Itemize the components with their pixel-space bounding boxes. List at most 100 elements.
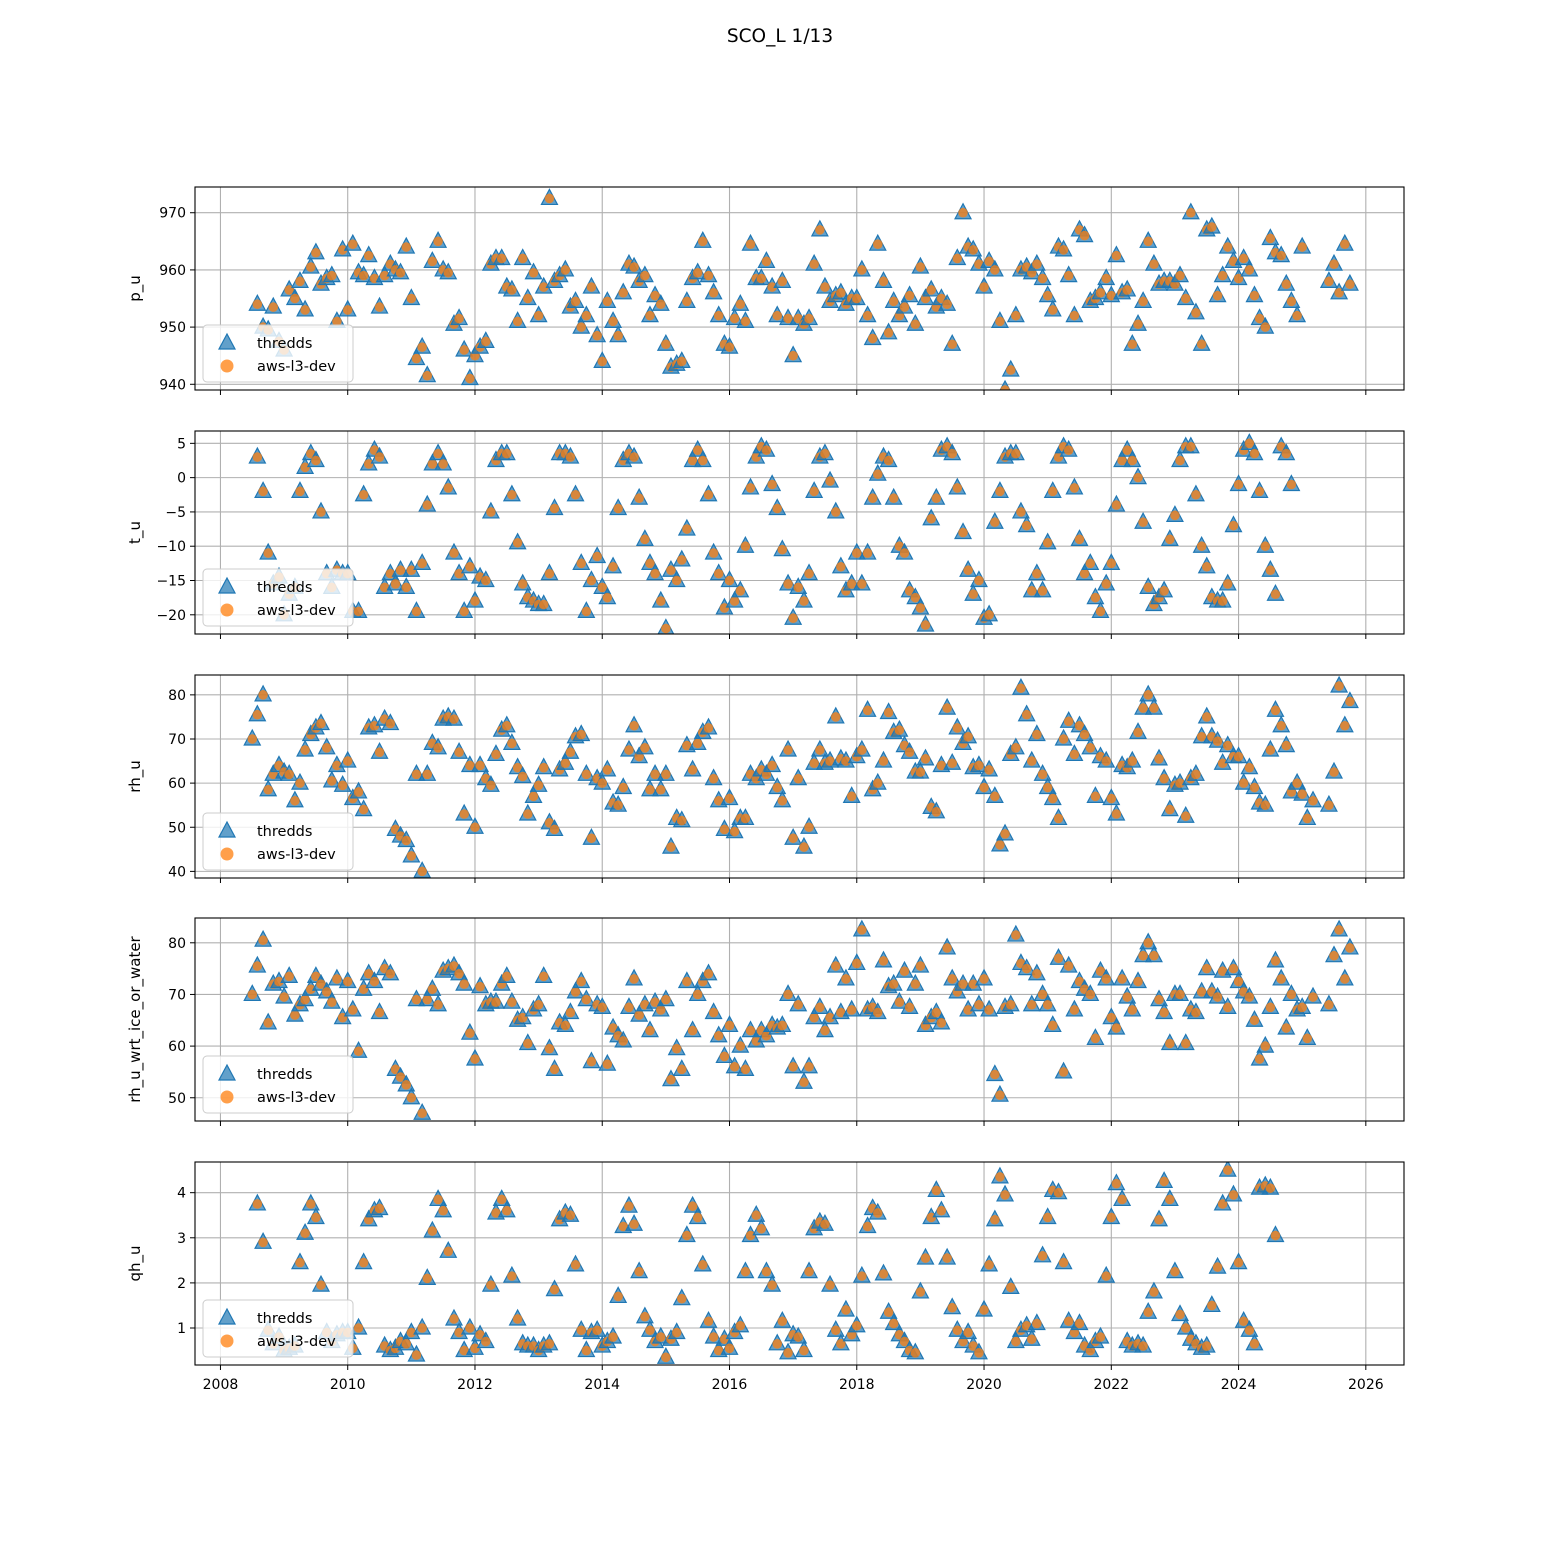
x-tick-label: 2014 [584, 1377, 620, 1393]
aws-l3-dev-point [268, 302, 279, 312]
aws-l3-dev-point [454, 313, 464, 324]
aws-l3-dev-point [1329, 767, 1339, 777]
aws-l3-dev-point [751, 1210, 762, 1221]
aws-l3-dev-point [465, 373, 475, 384]
aws-l3-dev-point [624, 1002, 634, 1013]
axes-frame [194, 430, 1405, 635]
aws-l3-dev-point [1127, 1005, 1138, 1015]
aws-l3-dev-point [756, 1223, 767, 1234]
aws-l3-dev-point [751, 1036, 762, 1046]
aws-l3-dev-point [1196, 339, 1207, 350]
aws-l3-dev-point [719, 1051, 730, 1062]
aws-l3-dev-point [708, 1007, 719, 1018]
aws-l3-dev-point [1122, 445, 1133, 456]
aws-l3-dev-point [629, 1219, 639, 1230]
aws-l3-dev-point [1233, 751, 1244, 762]
aws-l3-dev-point [1334, 681, 1344, 691]
x-tick-label: 2012 [457, 1377, 493, 1393]
aws-l3-dev-point [735, 1041, 746, 1051]
aws-l3-dev-point [1324, 800, 1334, 810]
aws-l3-dev-point [1212, 1262, 1223, 1272]
aws-l3-dev-point [263, 548, 273, 558]
markers [243, 675, 1359, 878]
aws-l3-dev-point [1074, 976, 1085, 987]
y-tick-label: 5 [177, 436, 186, 452]
aws-l3-dev-point [1143, 690, 1154, 700]
aws-l3-dev-point [1292, 0, 1302, 5]
aws-l3-dev-point [1324, 276, 1334, 287]
aws-l3-dev-point [724, 1020, 735, 1031]
aws-l3-dev-point [1345, 943, 1355, 953]
aws-l3-dev-point [836, 561, 846, 572]
aws-l3-dev-point [427, 256, 438, 267]
aws-l3-dev-point [936, 1018, 947, 1028]
aws-l3-dev-point [1154, 994, 1164, 1005]
aws-l3-dev-point [1063, 445, 1074, 456]
aws-l3-dev-point [815, 745, 825, 755]
aws-l3-dev-point [841, 974, 851, 984]
aws-l3-dev-point [990, 265, 1000, 275]
aws-l3-dev-point [1265, 1183, 1276, 1193]
legend-aws-l3-dev-label: aws-l3-dev [257, 1334, 336, 1350]
aws-l3-dev-point [1085, 1345, 1096, 1356]
aws-l3-dev-point [1249, 782, 1260, 793]
aws-l3-dev-point [332, 316, 342, 327]
aws-l3-dev-point [411, 994, 422, 1005]
aws-l3-dev-point [1249, 448, 1260, 459]
aws-l3-dev-point [1127, 455, 1138, 466]
aws-l3-dev-point [1228, 1190, 1239, 1200]
aws-l3-dev-point [1111, 250, 1122, 261]
aws-l3-dev-point [958, 1336, 968, 1347]
aws-l3-dev-point [401, 835, 412, 846]
aws-l3-dev-point [480, 575, 491, 586]
aws-l3-dev-point [1175, 455, 1185, 466]
aws-l3-dev-point [1260, 322, 1271, 332]
legend-aws-l3-dev-marker [220, 1090, 234, 1104]
aws-l3-dev-point [942, 703, 952, 713]
aws-l3-dev-point [952, 483, 963, 493]
legend-thredds-marker [218, 1307, 236, 1325]
aws-l3-dev-point [300, 745, 310, 755]
y-tick-label: 0 [177, 471, 186, 487]
aws-l3-dev-point [984, 1260, 994, 1270]
aws-l3-dev-point [306, 262, 316, 272]
aws-l3-dev-point [306, 1199, 316, 1209]
aws-l3-dev-point [1159, 1176, 1169, 1187]
aws-l3-dev-point [1175, 989, 1185, 1000]
aws-l3-dev-point [560, 758, 571, 769]
aws-l3-dev-point [1249, 1338, 1260, 1349]
aws-l3-dev-point [300, 305, 310, 315]
aws-l3-dev-point [676, 555, 687, 565]
aws-l3-dev-point [501, 448, 512, 459]
aws-l3-dev-point [1265, 565, 1276, 576]
aws-l3-dev-point [1005, 1282, 1016, 1293]
aws-l3-dev-point [522, 809, 533, 819]
aws-l3-dev-point [645, 1025, 655, 1036]
aws-l3-dev-point [713, 1030, 724, 1041]
aws-l3-dev-point [735, 1320, 746, 1331]
aws-l3-dev-point [687, 1025, 698, 1036]
aws-l3-dev-point [316, 979, 326, 989]
aws-l3-dev-point [650, 568, 660, 579]
aws-l3-dev-point [799, 596, 809, 606]
aws-l3-dev-point [926, 285, 937, 295]
aws-l3-dev-point [1101, 756, 1112, 766]
aws-l3-dev-point [379, 270, 390, 281]
aws-l3-dev-point [671, 575, 682, 586]
aws-l3-dev-point [836, 1338, 846, 1349]
aws-l3-dev-point [300, 462, 310, 473]
aws-l3-dev-point [602, 1059, 613, 1069]
aws-l3-dev-point [517, 1012, 528, 1023]
legend-aws-l3-dev-marker [220, 603, 234, 617]
aws-l3-dev-point [1165, 1194, 1175, 1205]
aws-l3-dev-point [788, 350, 798, 361]
aws-l3-dev-point [538, 599, 549, 610]
aws-l3-dev-point [857, 745, 867, 755]
aws-l3-dev-point [894, 997, 905, 1007]
aws-l3-dev-point [1233, 1257, 1244, 1268]
y-tick-label: 70 [168, 732, 186, 748]
aws-l3-dev-point [920, 754, 931, 764]
aws-l3-dev-point [1222, 579, 1233, 589]
aws-l3-dev-point [777, 1316, 788, 1327]
